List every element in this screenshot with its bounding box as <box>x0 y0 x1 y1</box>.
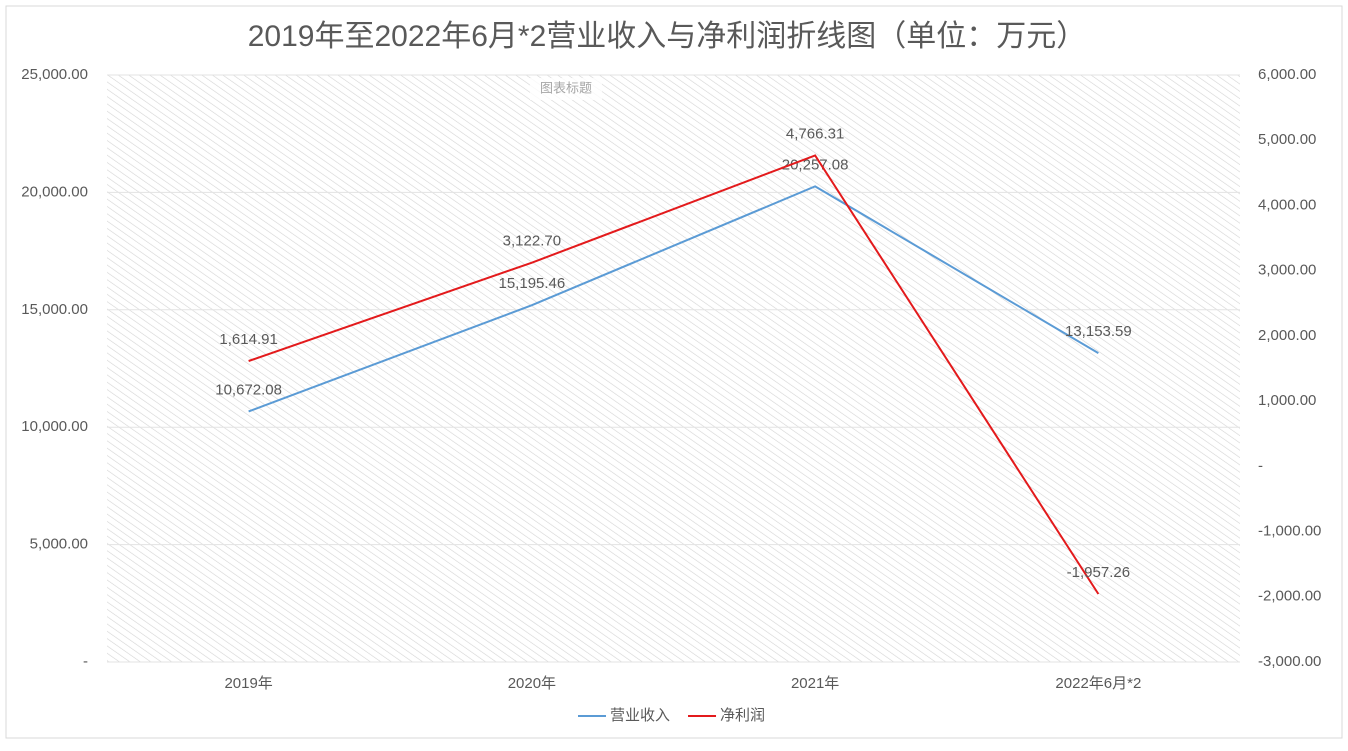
data-label: 3,122.70 <box>503 233 561 250</box>
y-tick-label: 15,000.00 <box>21 301 88 318</box>
y-tick-label: 5,000.00 <box>30 536 88 553</box>
y2-tick-label: 6,000.00 <box>1258 66 1316 83</box>
legend-label: 营业收入 <box>610 707 670 724</box>
series-line <box>248 154 1100 595</box>
y2-tick-label: - <box>1258 457 1263 474</box>
data-label: -1,957.26 <box>1067 564 1130 581</box>
x-tick-label: 2020年 <box>508 675 556 692</box>
plot-area <box>107 75 1240 662</box>
y2-tick-label: 3,000.00 <box>1258 262 1316 279</box>
y-tick-label: 25,000.00 <box>21 66 88 83</box>
legend-label: 净利润 <box>720 707 765 724</box>
y-tick-label: 10,000.00 <box>21 418 88 435</box>
chart-title: 2019年至2022年6月*2营业收入与净利润折线图（单位：万元） <box>248 20 1087 53</box>
y-tick-label: 20,000.00 <box>21 183 88 200</box>
data-label: 10,672.08 <box>215 381 282 398</box>
y2-tick-label: 5,000.00 <box>1258 131 1316 148</box>
y2-tick-label: -1,000.00 <box>1258 523 1321 540</box>
x-tick-label: 2021年 <box>791 675 839 692</box>
data-label: 4,766.31 <box>786 125 844 142</box>
y2-tick-label: 1,000.00 <box>1258 392 1316 409</box>
data-label: 15,195.46 <box>499 275 566 292</box>
y2-tick-label: -2,000.00 <box>1258 588 1321 605</box>
x-tick-label: 2022年6月*2 <box>1055 675 1141 692</box>
y2-tick-label: 4,000.00 <box>1258 196 1316 213</box>
x-tick-label: 2019年 <box>224 675 272 692</box>
y2-tick-label: 2,000.00 <box>1258 327 1316 344</box>
data-label: 20,257.08 <box>782 156 849 173</box>
annotation-box <box>530 78 602 100</box>
series-line <box>248 185 1099 413</box>
y-tick-label: - <box>83 653 88 670</box>
annotation: 图表标题 <box>540 80 592 95</box>
data-label: 13,153.59 <box>1065 323 1132 340</box>
data-label: 1,614.91 <box>219 331 277 348</box>
y2-tick-label: -3,000.00 <box>1258 653 1321 670</box>
